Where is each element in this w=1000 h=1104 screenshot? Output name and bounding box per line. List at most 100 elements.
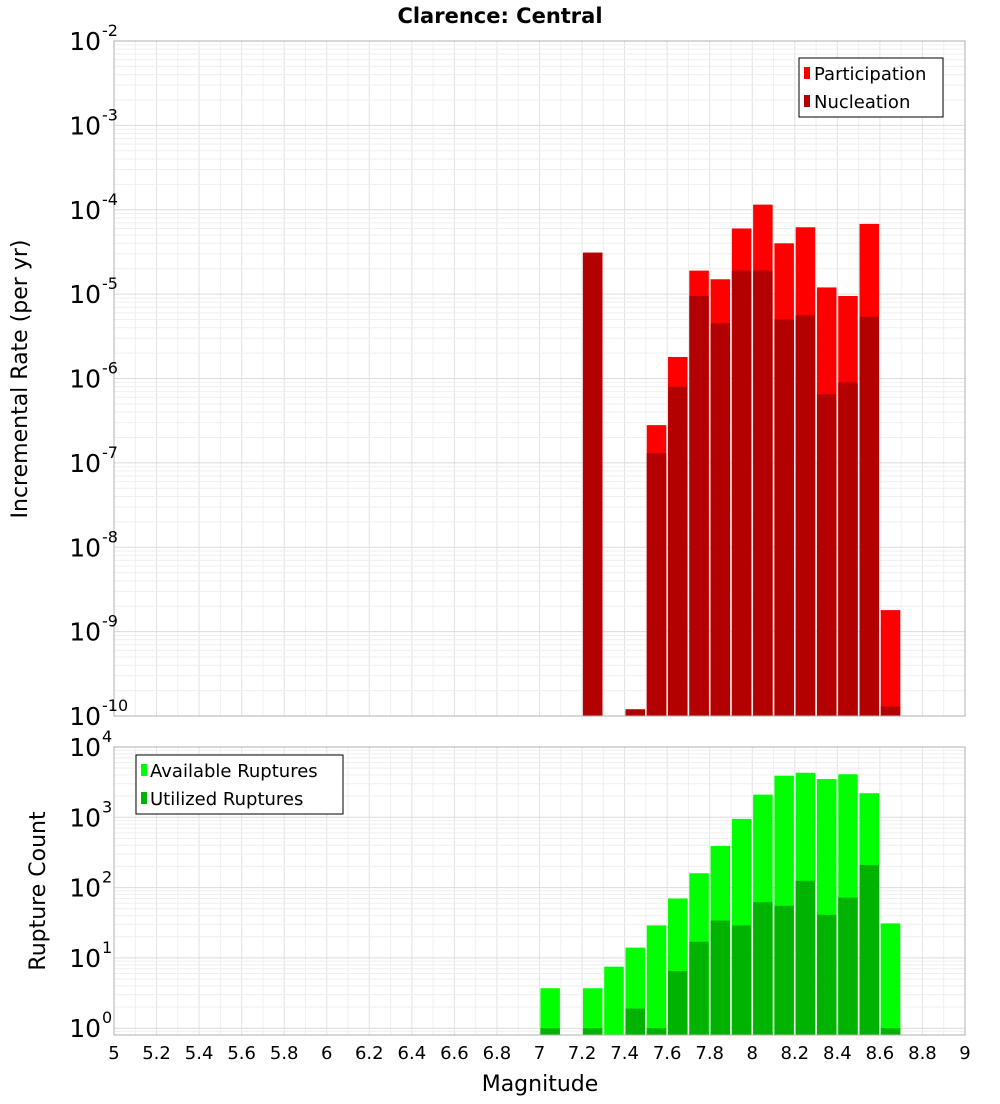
top-y-tick-base: 10 [69, 618, 101, 647]
x-tick-label: 6.8 [483, 1043, 512, 1064]
bottom-bar-available-ruptures [646, 925, 667, 1035]
bottom-y-tick-base: 10 [69, 944, 101, 973]
x-tick-label: 5.6 [227, 1043, 256, 1064]
bottom-bar-utilized-ruptures [816, 914, 837, 1035]
x-tick-label: 7 [534, 1043, 545, 1064]
x-tick-label: 8.2 [780, 1043, 809, 1064]
bottom-bar-utilized-ruptures [753, 902, 773, 1035]
bottom-y-tick-exponent: 0 [102, 1008, 112, 1027]
top-y-tick-exponent: -7 [102, 443, 118, 462]
bottom-bar-available-ruptures [880, 923, 901, 1035]
x-tick-label: 6.2 [355, 1043, 384, 1064]
x-tick-label: 7.8 [695, 1043, 724, 1064]
bottom-plot-frame [113, 746, 966, 1036]
bottom-legend: Available Ruptures Utilized Ruptures [135, 754, 344, 815]
bottom-bar-utilized-ruptures [710, 920, 731, 1035]
bottom-legend-box [135, 754, 344, 815]
bottom-y-tick-exponent: 1 [102, 938, 112, 957]
top-y-tick-exponent: -10 [102, 696, 128, 715]
x-tick-label: 5 [108, 1043, 119, 1064]
legend-label-available: Available Ruptures [150, 761, 318, 782]
top-y-tick-exponent: -3 [102, 105, 118, 124]
top-bar-nucleation [625, 709, 645, 716]
x-tick-label: 5.2 [142, 1043, 171, 1064]
bottom-y-tick-exponent: 2 [102, 868, 112, 887]
top-bar-nucleation [582, 252, 603, 716]
top-bar-participation [880, 610, 901, 716]
top-bar-nucleation [880, 706, 901, 716]
bottom-bar-utilized-ruptures [880, 1028, 901, 1035]
top-legend: Participation Nucleation [798, 57, 944, 118]
bottom-bar-utilized-ruptures [668, 971, 688, 1035]
bottom-y-tick-base: 10 [69, 874, 101, 903]
legend-swatch-nucleation [804, 95, 810, 107]
top-bar-nucleation [774, 319, 794, 716]
top-grid [113, 40, 966, 717]
top-y-tick-base: 10 [69, 702, 101, 731]
top-y-tick-base: 10 [69, 111, 101, 140]
legend-label-nucleation: Nucleation [814, 92, 910, 113]
x-tick-label: 6.6 [440, 1043, 469, 1064]
top-y-tick-base: 10 [69, 365, 101, 394]
x-tick-label: 5.4 [185, 1043, 214, 1064]
x-axis-title: Magnitude [482, 1072, 599, 1097]
legend-swatch-utilized [141, 792, 147, 804]
bottom-y-tick-base: 10 [69, 733, 101, 762]
legend-swatch-available [141, 764, 147, 776]
bottom-bar-utilized-ruptures [774, 905, 794, 1035]
x-tick-label: 7.6 [653, 1043, 682, 1064]
x-tick-label: 8.4 [823, 1043, 852, 1064]
top-y-tick-base: 10 [69, 280, 101, 309]
bottom-bar-utilized-ruptures [646, 1028, 667, 1035]
x-tick-label: 8 [747, 1043, 758, 1064]
bottom-y-axis-title: Rupture Count [26, 811, 51, 971]
top-bars [582, 204, 901, 717]
x-tick-label: 7.2 [568, 1043, 597, 1064]
top-bar-nucleation [731, 270, 752, 716]
top-y-tick-base: 10 [69, 27, 101, 56]
bottom-y-tick-exponent: 3 [102, 797, 112, 816]
top-bar-nucleation [753, 270, 773, 716]
x-ticks: 5 5.2 5.4 5.6 5.8 6 6.2 6.4 6.6 6.8 7 7.2 7.4 7.6 7.8 8… [108, 1043, 970, 1064]
top-bar-nucleation [710, 323, 731, 716]
bottom-y-tick-exponent: 4 [102, 727, 112, 746]
top-y-tick-exponent: -6 [102, 359, 118, 378]
top-legend-box [798, 57, 944, 118]
top-y-axis-title: Incremental Rate (per yr) [8, 240, 33, 519]
bottom-bars [540, 772, 901, 1035]
bottom-y-tick-base: 10 [69, 803, 101, 832]
legend-swatch-participation [804, 67, 810, 79]
top-y-tick-base: 10 [69, 533, 101, 562]
top-y-tick-base: 10 [69, 196, 101, 225]
x-tick-label: 9 [959, 1043, 970, 1064]
bottom-bar-available-ruptures [604, 966, 624, 1035]
chart-title: Clarence: Central [397, 4, 602, 28]
top-plot-frame [113, 40, 966, 717]
bottom-bar-utilized-ruptures [795, 880, 816, 1035]
x-tick-label: 6 [321, 1043, 332, 1064]
legend-label-utilized: Utilized Ruptures [150, 789, 303, 810]
top-bar-nucleation [795, 315, 816, 716]
top-bar-nucleation [859, 316, 880, 716]
top-y-tick-base: 10 [69, 449, 101, 478]
top-bar-nucleation [668, 386, 688, 716]
bottom-bar-utilized-ruptures [625, 1008, 645, 1035]
bottom-y-tick-base: 10 [69, 1014, 101, 1043]
x-tick-label: 8.6 [866, 1043, 895, 1064]
x-tick-label: 5.8 [270, 1043, 299, 1064]
top-y-tick-exponent: -4 [102, 190, 118, 209]
top-y-tick-exponent: -5 [102, 274, 118, 293]
top-y-tick-exponent: -8 [102, 527, 118, 546]
bottom-bar-utilized-ruptures [689, 941, 709, 1035]
top-bar-nucleation [689, 296, 709, 716]
x-tick-label: 8.8 [908, 1043, 937, 1064]
top-bar-nucleation [838, 382, 858, 716]
top-bar-nucleation [816, 394, 837, 716]
top-y-tick-exponent: -9 [102, 612, 118, 631]
bottom-bar-available-ruptures [540, 988, 560, 1035]
bottom-bar-utilized-ruptures [582, 1028, 603, 1035]
